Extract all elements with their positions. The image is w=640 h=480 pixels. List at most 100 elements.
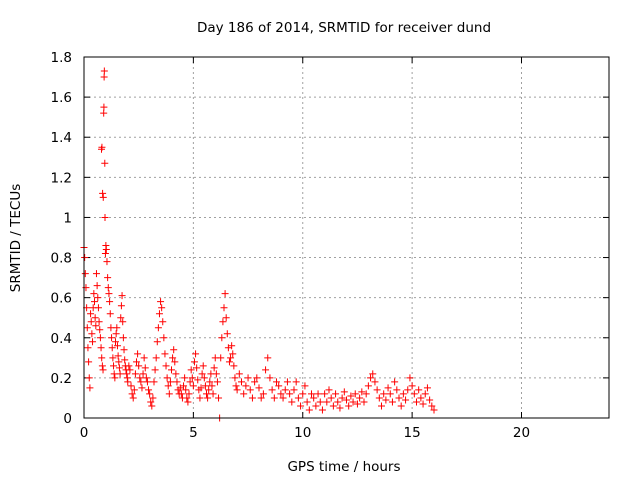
- data-point: [367, 374, 375, 382]
- data-point: [120, 346, 128, 354]
- data-point: [218, 334, 226, 342]
- data-point: [369, 370, 377, 378]
- data-point: [334, 398, 342, 406]
- data-point: [358, 388, 366, 396]
- data-point: [336, 404, 344, 412]
- data-point: [145, 386, 153, 394]
- data-point: [323, 398, 331, 406]
- data-point: [129, 394, 137, 402]
- data-point: [308, 390, 315, 398]
- y-tick-label: 1.4: [51, 130, 72, 146]
- data-point: [143, 378, 151, 386]
- data-point: [417, 394, 425, 402]
- data-point: [268, 386, 276, 394]
- data-point: [221, 290, 229, 298]
- data-point: [102, 246, 110, 254]
- data-point: [229, 350, 237, 358]
- data-point: [172, 370, 180, 378]
- data-point: [213, 378, 221, 386]
- data-point: [288, 398, 296, 406]
- data-point: [86, 384, 94, 392]
- data-point: [430, 406, 438, 414]
- data-point: [325, 386, 333, 394]
- data-point: [356, 394, 364, 402]
- data-point: [217, 354, 225, 362]
- data-point: [290, 386, 298, 394]
- data-point: [142, 374, 150, 382]
- data-point: [240, 390, 248, 398]
- data-point: [99, 366, 107, 374]
- data-point: [209, 390, 217, 398]
- data-point: [171, 358, 179, 366]
- data-point: [124, 378, 132, 386]
- data-point: [223, 330, 231, 338]
- data-point: [97, 344, 105, 352]
- data-point: [235, 370, 243, 378]
- data-point: [391, 378, 399, 386]
- data-point: [190, 358, 198, 366]
- data-point: [332, 390, 340, 398]
- data-point: [270, 394, 278, 402]
- data-point: [375, 394, 383, 402]
- x-tick-label: 15: [404, 425, 421, 441]
- data-point: [173, 378, 181, 386]
- data-point: [421, 390, 429, 398]
- data-point: [141, 364, 149, 372]
- data-point: [133, 358, 140, 366]
- data-point: [105, 290, 113, 298]
- tick-labels: 0 5 10 15 20 0 0.2 0.4 0.6 0.8 1 1.2 1.4 1.6 1.8: [51, 50, 531, 441]
- data-point: [248, 394, 256, 402]
- data-point: [112, 338, 119, 346]
- data-point: [205, 386, 213, 394]
- data-point: [99, 193, 107, 201]
- data-point: [169, 354, 177, 362]
- data-point: [327, 394, 335, 402]
- data-point: [161, 350, 169, 358]
- data-point: [382, 396, 390, 404]
- data-point: [227, 354, 235, 362]
- data-point: [91, 314, 99, 322]
- data-point: [177, 390, 185, 398]
- data-point: [119, 334, 127, 342]
- data-point: [101, 159, 109, 167]
- data-point: [423, 384, 431, 392]
- data-point: [155, 310, 163, 318]
- data-point: [108, 344, 116, 352]
- data-point: [238, 378, 245, 386]
- data-point: [100, 67, 108, 75]
- data-point: [152, 354, 160, 362]
- data-point: [116, 370, 124, 378]
- data-point: [203, 390, 210, 398]
- data-point: [112, 330, 120, 338]
- data-point: [399, 390, 407, 398]
- data-point: [312, 402, 320, 410]
- data-point: [87, 310, 95, 318]
- data-point: [89, 338, 97, 346]
- data-point: [198, 370, 206, 378]
- data-point: [257, 394, 265, 402]
- data-point: [110, 362, 118, 370]
- data-point: [362, 390, 370, 398]
- y-tick-label: 1.8: [51, 50, 72, 66]
- y-tick-label: 1.2: [51, 170, 72, 186]
- data-point: [208, 382, 216, 390]
- data-point: [134, 350, 142, 358]
- data-point: [232, 382, 240, 390]
- data-point: [283, 378, 291, 386]
- data-point: [286, 390, 294, 398]
- data-point: [384, 384, 392, 392]
- data-point: [84, 344, 92, 352]
- data-point: [329, 402, 337, 410]
- data-point: [244, 374, 252, 382]
- x-axis-label: GPS time / hours: [287, 459, 400, 475]
- data-point: [96, 334, 104, 342]
- data-point: [373, 386, 381, 394]
- data-point: [157, 298, 165, 306]
- axis-ticks: [83, 56, 609, 419]
- data-point: [104, 284, 112, 292]
- data-point: [183, 394, 191, 402]
- data-point: [182, 386, 190, 394]
- data-point: [386, 390, 394, 398]
- x-tick-label: 10: [294, 425, 311, 441]
